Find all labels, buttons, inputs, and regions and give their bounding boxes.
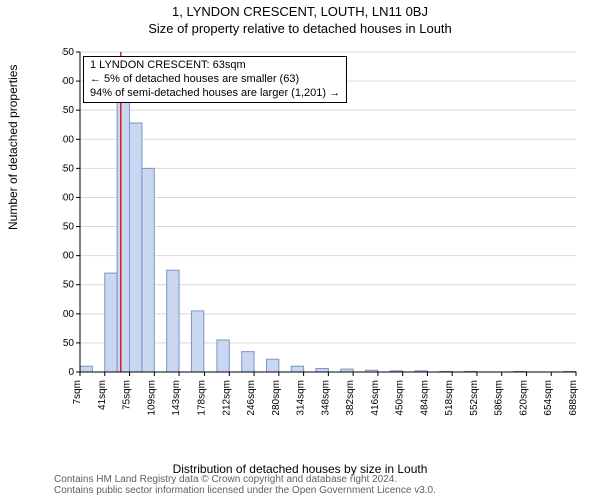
svg-text:450sqm: 450sqm — [395, 380, 406, 416]
svg-text:300: 300 — [62, 192, 74, 203]
chart-subtitle: Size of property relative to detached ho… — [0, 19, 600, 36]
svg-text:75sqm: 75sqm — [122, 380, 133, 410]
svg-text:382sqm: 382sqm — [345, 380, 356, 416]
svg-text:654sqm: 654sqm — [543, 380, 554, 416]
footer-line2: Contains public sector information licen… — [54, 485, 436, 496]
annotation-line3: 94% of semi-detached houses are larger (… — [90, 87, 340, 101]
svg-text:7sqm: 7sqm — [72, 380, 83, 404]
chart-address-title: 1, LYNDON CRESCENT, LOUTH, LN11 0BJ — [0, 0, 600, 19]
svg-text:212sqm: 212sqm — [221, 380, 232, 416]
svg-text:178sqm: 178sqm — [197, 380, 208, 416]
svg-text:100: 100 — [62, 309, 74, 320]
svg-text:688sqm: 688sqm — [568, 380, 579, 416]
svg-text:314sqm: 314sqm — [296, 380, 307, 416]
svg-text:0: 0 — [68, 367, 74, 378]
svg-text:348sqm: 348sqm — [320, 380, 331, 416]
svg-text:350: 350 — [62, 163, 74, 174]
svg-text:246sqm: 246sqm — [246, 380, 257, 416]
annotation-line1: 1 LYNDON CRESCENT: 63sqm — [90, 59, 340, 73]
svg-text:50: 50 — [63, 338, 75, 349]
svg-text:550: 550 — [62, 47, 74, 58]
svg-text:41sqm: 41sqm — [97, 380, 108, 410]
svg-text:484sqm: 484sqm — [419, 380, 430, 416]
svg-text:586sqm: 586sqm — [494, 380, 505, 416]
svg-text:620sqm: 620sqm — [518, 380, 529, 416]
annotation-line2: ← 5% of detached houses are smaller (63) — [90, 73, 340, 87]
svg-text:450: 450 — [62, 105, 74, 116]
svg-text:109sqm: 109sqm — [146, 380, 157, 416]
svg-text:518sqm: 518sqm — [444, 380, 455, 416]
svg-text:500: 500 — [62, 76, 74, 87]
svg-text:150: 150 — [62, 280, 74, 291]
y-axis-label: Number of detached properties — [6, 65, 20, 230]
svg-text:250: 250 — [62, 222, 74, 233]
svg-text:200: 200 — [62, 251, 74, 262]
svg-text:416sqm: 416sqm — [370, 380, 381, 416]
svg-text:552sqm: 552sqm — [469, 380, 480, 416]
svg-text:280sqm: 280sqm — [271, 380, 282, 416]
svg-text:143sqm: 143sqm — [171, 380, 182, 416]
svg-text:400: 400 — [62, 134, 74, 145]
annotation-box: 1 LYNDON CRESCENT: 63sqm ← 5% of detache… — [83, 56, 347, 103]
footer-attribution: Contains HM Land Registry data © Crown c… — [54, 474, 436, 496]
footer-line1: Contains HM Land Registry data © Crown c… — [54, 474, 436, 485]
